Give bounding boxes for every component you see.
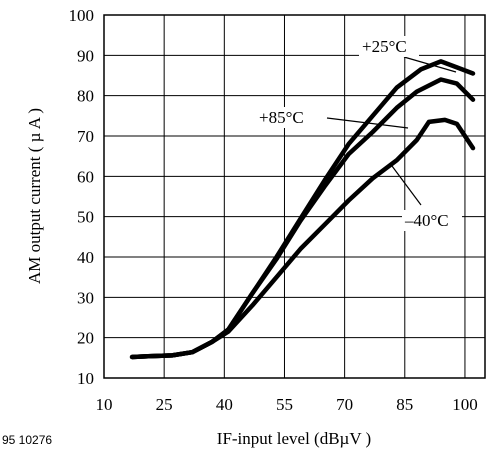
x-tick-label: 85 — [396, 395, 413, 414]
figure-id: 95 10276 — [2, 433, 52, 447]
label-25c-background — [359, 36, 419, 57]
label-25c: +25°C — [362, 37, 407, 56]
y-axis-label: AM output current ( µ A ) — [25, 108, 44, 284]
x-tick-label: 25 — [156, 395, 173, 414]
label-85c-leader — [326, 117, 409, 129]
series-line-minus40c — [129, 117, 476, 360]
y-tick-label: 20 — [77, 329, 94, 348]
x-tick-label: 40 — [216, 395, 233, 414]
label-25c-leader — [403, 56, 457, 73]
x-tick-label: 70 — [336, 395, 353, 414]
y-tick-label: 60 — [77, 167, 94, 186]
series-labels: +25°C +85°C –40°C — [256, 36, 462, 231]
x-axis-label: IF-input level (dBµV ) — [217, 429, 371, 448]
y-tick-label: 90 — [77, 46, 94, 65]
y-tick-label: 100 — [69, 6, 95, 25]
y-tick-label: 40 — [77, 248, 94, 267]
label-minus40c: –40°C — [404, 211, 449, 230]
x-tick-label: 10 — [96, 395, 113, 414]
label-85c: +85°C — [259, 108, 304, 127]
label-leaders — [326, 56, 457, 206]
label-minus40c-leader — [391, 165, 422, 206]
y-tick-label: 30 — [77, 288, 94, 307]
grid — [103, 14, 485, 379]
label-85c-background — [256, 107, 316, 128]
y-tick-label: 10 — [77, 369, 94, 388]
series-line-25c — [129, 59, 476, 360]
series-lines — [129, 59, 476, 360]
x-tick-label: 100 — [452, 395, 478, 414]
x-tick-label: 55 — [276, 395, 293, 414]
plot-frame — [103, 14, 486, 379]
tick-labels: 10 20 30 40 50 60 70 80 90 100 10 25 40 55 70 85 100 — [69, 6, 478, 414]
y-tick-label: 70 — [77, 127, 94, 146]
y-tick-label: 50 — [77, 208, 94, 227]
label-minus40c-background — [402, 210, 462, 231]
y-tick-label: 80 — [77, 87, 94, 106]
